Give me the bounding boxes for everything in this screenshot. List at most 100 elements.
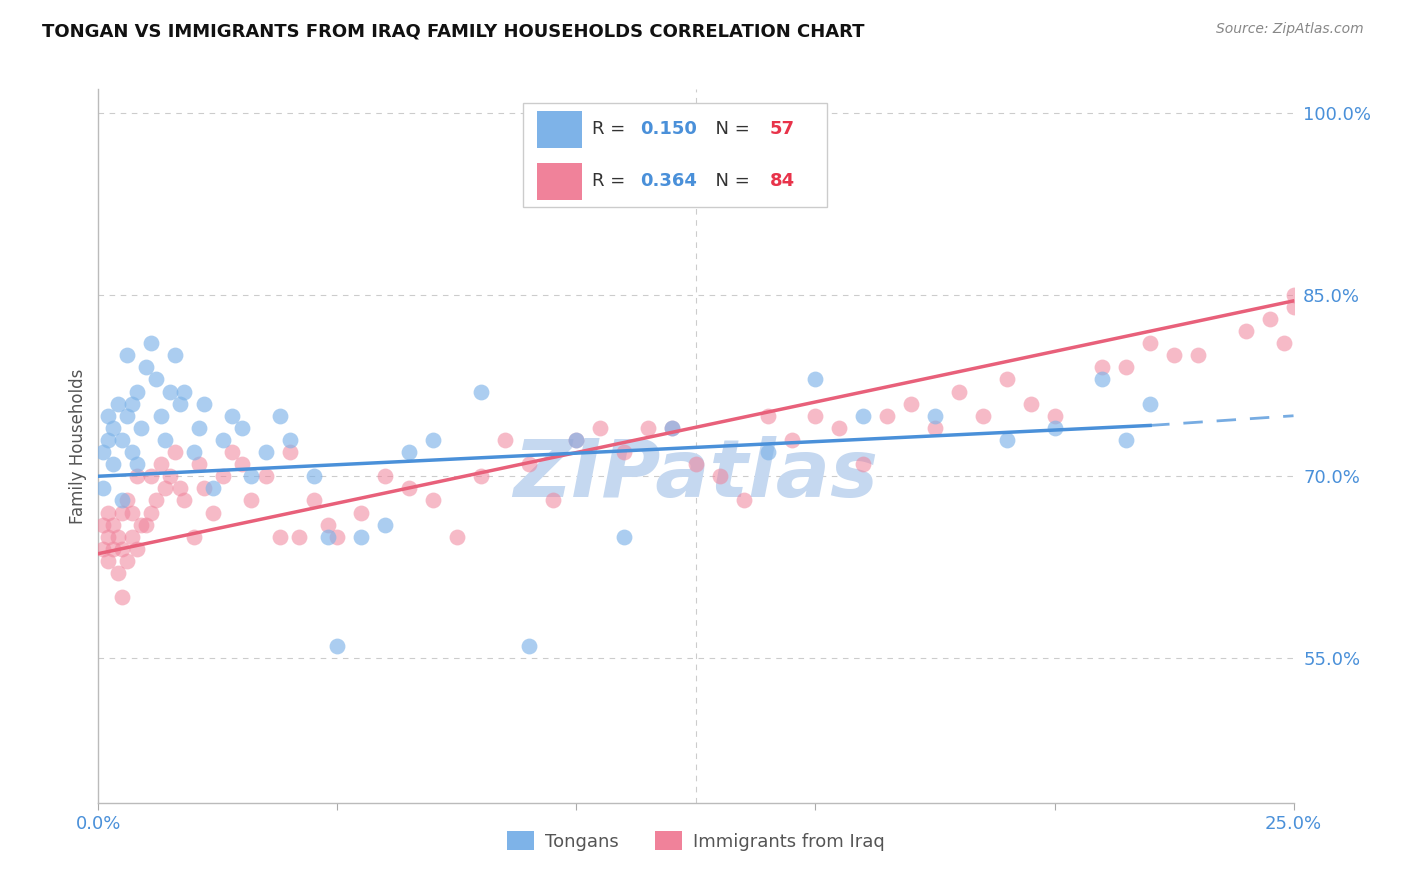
- Point: [446, 530, 468, 544]
- Point: [97, 409, 120, 423]
- Y-axis label: Family Households: Family Households: [69, 368, 87, 524]
- Point: [1115, 360, 1137, 375]
- Point: [159, 469, 181, 483]
- Point: [661, 421, 683, 435]
- Point: [661, 421, 683, 435]
- Point: [316, 530, 339, 544]
- Point: [183, 445, 205, 459]
- Point: [145, 372, 167, 386]
- Point: [948, 384, 970, 399]
- Point: [121, 445, 143, 459]
- Point: [193, 481, 215, 495]
- Point: [91, 517, 114, 532]
- Point: [398, 481, 420, 495]
- Point: [1115, 433, 1137, 447]
- Text: 84: 84: [770, 172, 796, 190]
- Point: [995, 433, 1018, 447]
- Point: [302, 493, 325, 508]
- Point: [111, 493, 134, 508]
- Point: [1258, 312, 1281, 326]
- Point: [1091, 360, 1114, 375]
- Point: [1043, 409, 1066, 423]
- Point: [131, 421, 153, 435]
- Point: [1043, 421, 1066, 435]
- Point: [1019, 397, 1042, 411]
- Point: [145, 493, 167, 508]
- Point: [111, 433, 134, 447]
- Point: [107, 566, 129, 580]
- Point: [155, 433, 177, 447]
- Point: [613, 530, 636, 544]
- Point: [1282, 300, 1305, 314]
- Point: [756, 445, 779, 459]
- Point: [852, 409, 875, 423]
- Point: [541, 493, 564, 508]
- Point: [231, 421, 253, 435]
- Point: [254, 445, 277, 459]
- Point: [756, 409, 779, 423]
- Point: [288, 530, 311, 544]
- Point: [135, 517, 157, 532]
- Point: [374, 517, 396, 532]
- Text: R =: R =: [592, 120, 631, 138]
- Point: [350, 506, 373, 520]
- Point: [159, 384, 181, 399]
- Point: [125, 469, 148, 483]
- Text: 57: 57: [770, 120, 794, 138]
- Point: [302, 469, 325, 483]
- FancyBboxPatch shape: [537, 111, 582, 148]
- Point: [121, 530, 143, 544]
- Point: [169, 397, 191, 411]
- Point: [107, 397, 129, 411]
- Point: [149, 409, 172, 423]
- Point: [91, 481, 114, 495]
- Point: [139, 336, 162, 351]
- Point: [876, 409, 898, 423]
- Text: TONGAN VS IMMIGRANTS FROM IRAQ FAMILY HOUSEHOLDS CORRELATION CHART: TONGAN VS IMMIGRANTS FROM IRAQ FAMILY HO…: [42, 22, 865, 40]
- Point: [115, 409, 138, 423]
- Point: [374, 469, 396, 483]
- Point: [565, 433, 588, 447]
- Legend: Tongans, Immigrants from Iraq: Tongans, Immigrants from Iraq: [501, 824, 891, 858]
- Point: [231, 457, 253, 471]
- Text: 0.150: 0.150: [640, 120, 697, 138]
- Text: R =: R =: [592, 172, 631, 190]
- Point: [316, 517, 339, 532]
- Point: [1272, 336, 1295, 351]
- Point: [121, 397, 143, 411]
- Point: [163, 445, 186, 459]
- Point: [900, 397, 922, 411]
- Point: [804, 409, 827, 423]
- Point: [1187, 348, 1209, 362]
- Point: [517, 639, 540, 653]
- Point: [115, 554, 138, 568]
- Point: [173, 384, 195, 399]
- Point: [924, 421, 946, 435]
- Point: [135, 360, 157, 375]
- Point: [139, 506, 162, 520]
- Point: [125, 457, 148, 471]
- Point: [470, 384, 492, 399]
- Point: [1282, 288, 1305, 302]
- Point: [924, 409, 946, 423]
- Text: N =: N =: [704, 172, 756, 190]
- Point: [91, 445, 114, 459]
- Point: [97, 506, 120, 520]
- Point: [149, 457, 172, 471]
- Point: [780, 433, 803, 447]
- Point: [254, 469, 277, 483]
- Point: [211, 469, 233, 483]
- Point: [91, 541, 114, 556]
- Point: [107, 530, 129, 544]
- Point: [1234, 324, 1257, 338]
- Point: [494, 433, 516, 447]
- Point: [101, 457, 124, 471]
- Point: [183, 530, 205, 544]
- Point: [470, 469, 492, 483]
- Point: [269, 409, 291, 423]
- Point: [187, 457, 209, 471]
- Point: [1091, 372, 1114, 386]
- Text: Source: ZipAtlas.com: Source: ZipAtlas.com: [1216, 22, 1364, 37]
- Point: [221, 409, 243, 423]
- Point: [733, 493, 755, 508]
